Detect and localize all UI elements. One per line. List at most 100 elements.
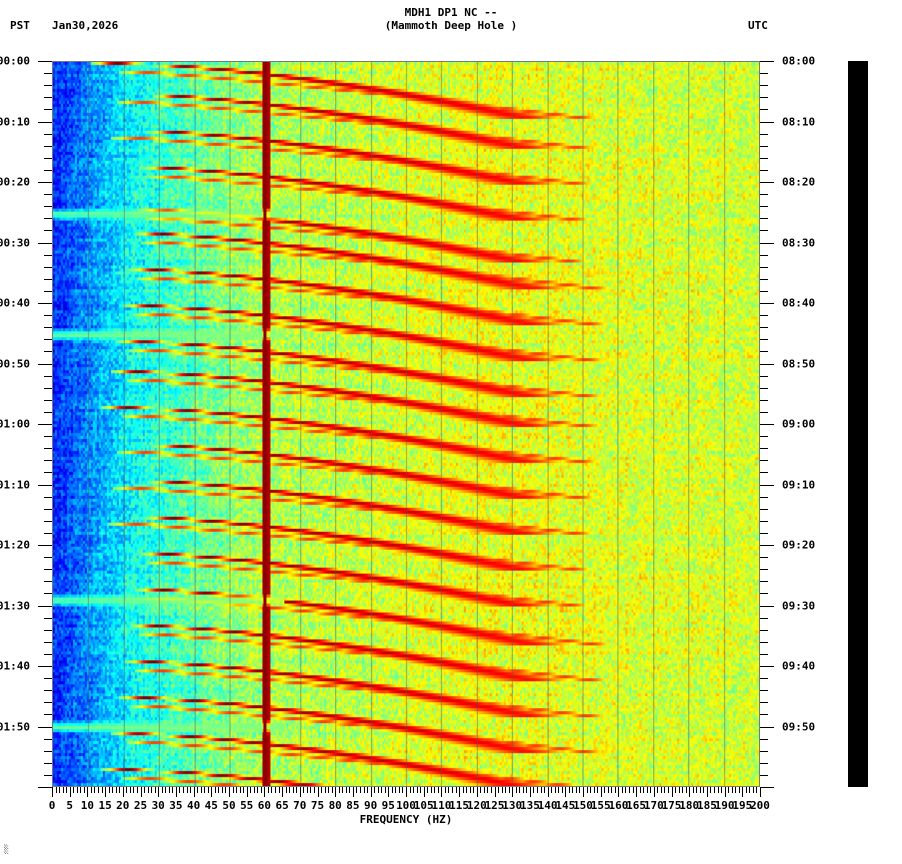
time-tick-right <box>760 774 768 776</box>
frequency-tick <box>455 787 457 793</box>
time-tick-right <box>760 545 774 546</box>
time-tick-right <box>760 472 768 474</box>
time-tick-left <box>44 629 52 631</box>
frequency-label: 125 <box>484 799 505 812</box>
frequency-tick <box>515 787 517 793</box>
time-tick-right <box>760 508 768 510</box>
frequency-tick <box>745 787 747 793</box>
time-tick-right <box>760 315 768 317</box>
time-tick-right <box>760 97 768 99</box>
frequency-tick <box>76 787 78 793</box>
frequency-tick <box>639 787 641 793</box>
frequency-tick <box>653 787 655 797</box>
time-tick-left <box>44 750 52 752</box>
saturation-indicator-bar <box>848 61 868 787</box>
frequency-tick <box>151 787 153 793</box>
time-label-pst: 00:20 <box>0 175 30 189</box>
time-tick-left <box>44 375 52 377</box>
frequency-tick <box>246 787 248 797</box>
time-tick-left <box>44 678 52 680</box>
frequency-tick <box>331 787 333 793</box>
time-tick-left <box>44 411 52 413</box>
frequency-tick <box>512 787 514 797</box>
time-tick-right <box>760 762 768 764</box>
time-tick-left <box>44 581 52 583</box>
frequency-tick <box>204 787 206 793</box>
time-tick-right <box>760 787 774 788</box>
timezone-label-right: UTC <box>748 19 768 32</box>
time-tick-right <box>760 266 768 268</box>
time-tick-right <box>760 169 768 171</box>
frequency-tick <box>282 787 284 797</box>
time-tick-right <box>760 569 768 571</box>
frequency-tick <box>257 787 259 793</box>
frequency-tick <box>165 787 167 793</box>
frequency-tick <box>742 787 744 797</box>
frequency-label: 30 <box>151 799 165 812</box>
frequency-tick <box>218 787 220 793</box>
frequency-tick <box>752 787 754 793</box>
frequency-tick <box>147 787 149 793</box>
frequency-tick <box>540 787 542 793</box>
frequency-tick <box>352 787 354 797</box>
time-tick-left <box>38 787 52 788</box>
time-label-pst: 00:50 <box>0 357 30 370</box>
x-axis-label: FREQUENCY (HZ) <box>359 813 453 826</box>
frequency-tick <box>52 787 53 797</box>
frequency-tick <box>494 787 496 797</box>
time-tick-right <box>760 460 768 462</box>
frequency-tick <box>296 787 298 793</box>
frequency-tick <box>721 787 723 793</box>
station-name-title: (Mammoth Deep Hole ) <box>384 19 518 32</box>
frequency-label: 190 <box>714 799 735 812</box>
time-tick-left <box>38 121 52 123</box>
frequency-tick <box>437 787 439 793</box>
frequency-tick <box>303 787 305 793</box>
frequency-tick <box>501 787 503 793</box>
frequency-tick <box>359 787 361 793</box>
frequency-tick <box>533 787 535 793</box>
time-tick-left <box>44 641 52 643</box>
frequency-tick <box>544 787 546 793</box>
frequency-label: 85 <box>346 799 360 812</box>
frequency-tick <box>285 787 287 793</box>
frequency-tick <box>575 787 577 793</box>
time-label-pst: 01:40 <box>0 659 30 673</box>
frequency-tick <box>480 787 482 793</box>
frequency-tick <box>600 787 602 797</box>
time-tick-left <box>44 339 52 341</box>
time-label-utc: 08:50 <box>782 357 816 370</box>
frequency-tick <box>689 787 691 797</box>
time-tick-right <box>760 666 774 667</box>
time-tick-right <box>760 436 768 438</box>
frequency-tick <box>731 787 733 793</box>
time-tick-left <box>44 145 52 147</box>
frequency-tick <box>487 787 489 793</box>
frequency-label: 0 <box>48 799 56 812</box>
time-tick-left <box>44 714 52 716</box>
frequency-tick <box>561 787 563 793</box>
frequency-label: 80 <box>328 799 342 812</box>
frequency-label: 90 <box>363 799 378 812</box>
time-tick-right <box>760 242 774 244</box>
frequency-tick <box>232 787 234 793</box>
time-tick-left <box>44 157 52 159</box>
frequency-tick <box>735 787 737 793</box>
frequency-tick <box>69 787 71 797</box>
frequency-tick <box>728 787 730 793</box>
time-tick-left <box>44 133 52 135</box>
frequency-tick <box>136 787 138 793</box>
frequency-label: 150 <box>573 799 593 812</box>
spectrogram-plot-area[interactable] <box>52 61 760 787</box>
frequency-tick <box>452 787 454 793</box>
frequency-label: 65 <box>275 799 289 812</box>
frequency-tick <box>526 787 528 793</box>
frequency-tick <box>115 787 117 793</box>
frequency-tick <box>122 787 124 797</box>
time-tick-left <box>44 448 52 450</box>
frequency-tick <box>583 787 584 797</box>
frequency-tick <box>664 787 666 793</box>
frequency-tick <box>505 787 507 793</box>
frequency-tick <box>158 787 160 797</box>
time-tick-right <box>760 738 768 740</box>
